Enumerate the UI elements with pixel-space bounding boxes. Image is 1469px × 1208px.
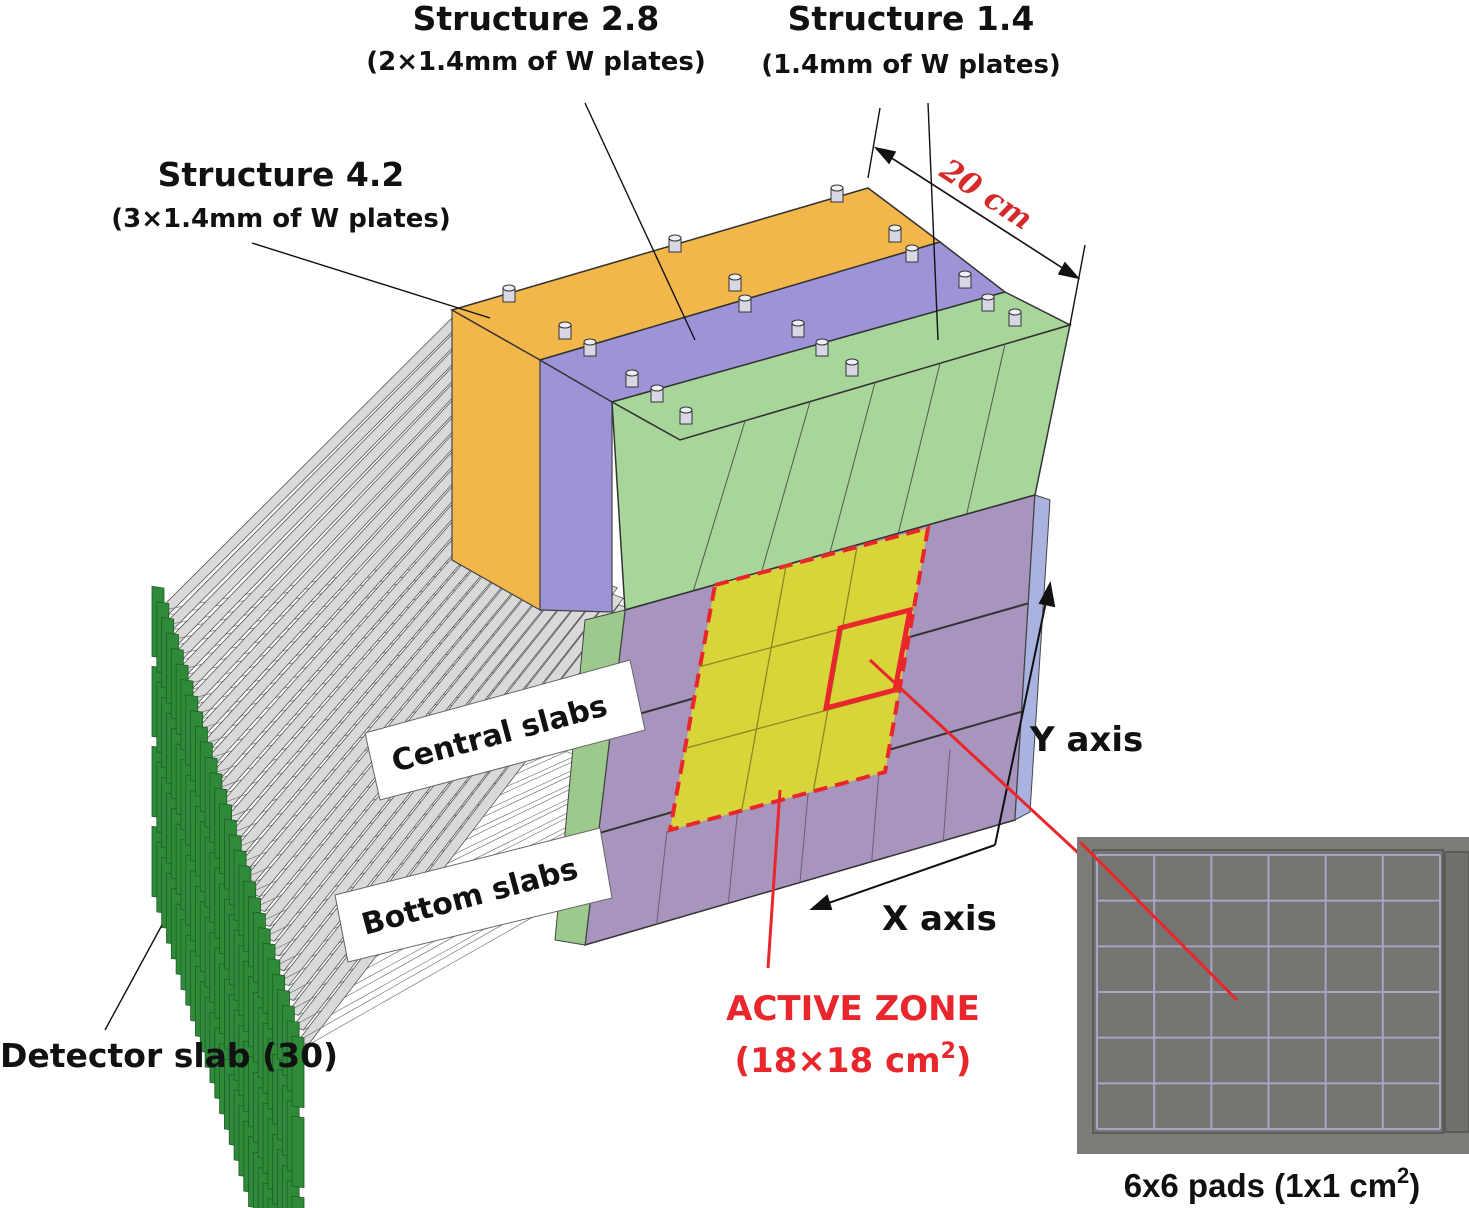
tungsten-structures bbox=[450, 184, 1073, 613]
bolt bbox=[815, 338, 829, 357]
photo-pointer-line bbox=[1078, 840, 1239, 1002]
detector-slab-label: Detector slab (30) bbox=[0, 1036, 338, 1075]
selected-pad-highlight bbox=[822, 606, 914, 712]
structure-42-title: Structure 4.2 bbox=[158, 155, 405, 194]
bolt bbox=[981, 293, 995, 312]
structure-14-subtitle: (1.4mm of W plates) bbox=[761, 50, 1061, 80]
bolt bbox=[679, 406, 693, 425]
bolt bbox=[1008, 308, 1022, 327]
bolt bbox=[650, 384, 664, 403]
front-face bbox=[554, 493, 1051, 947]
bolt bbox=[558, 321, 572, 340]
bolt bbox=[830, 184, 844, 203]
active-zone-label: ACTIVE ZONE bbox=[726, 989, 980, 1029]
active-zone-size: (18×18 cm2) bbox=[735, 1039, 972, 1081]
structure-14-title: Structure 1.4 bbox=[788, 0, 1035, 38]
bolt bbox=[845, 358, 859, 377]
callout-lines bbox=[104, 102, 1086, 1031]
bolt bbox=[583, 338, 597, 357]
bolt bbox=[958, 270, 972, 289]
structure-42-side bbox=[451, 308, 541, 612]
bolt bbox=[888, 224, 902, 243]
pad-photo-inset bbox=[1077, 837, 1469, 1154]
structure-14-front bbox=[611, 323, 1071, 611]
axis-arrows bbox=[809, 580, 1056, 910]
dimension-arrow bbox=[873, 146, 1081, 280]
bolt bbox=[625, 369, 639, 388]
bottom-slabs-box bbox=[334, 827, 613, 963]
y-axis-label: Y axis bbox=[1029, 720, 1143, 760]
pad-caption: 6x6 pads (1x1 cm2) bbox=[1124, 1163, 1421, 1204]
structure-28-subtitle: (2×1.4mm of W plates) bbox=[366, 47, 706, 77]
bolt bbox=[905, 244, 919, 263]
bolt bbox=[728, 273, 742, 292]
structure-42-subtitle: (3×1.4mm of W plates) bbox=[111, 204, 451, 234]
bolt bbox=[791, 319, 805, 338]
central-slabs-box bbox=[364, 659, 646, 801]
bolt bbox=[502, 284, 516, 303]
slab-label-boxes bbox=[334, 659, 646, 963]
structure-28-title: Structure 2.8 bbox=[413, 0, 660, 38]
bolt bbox=[738, 294, 752, 313]
x-axis-label: X axis bbox=[882, 899, 997, 939]
structure-28-side bbox=[539, 358, 613, 613]
bolt bbox=[668, 234, 682, 253]
